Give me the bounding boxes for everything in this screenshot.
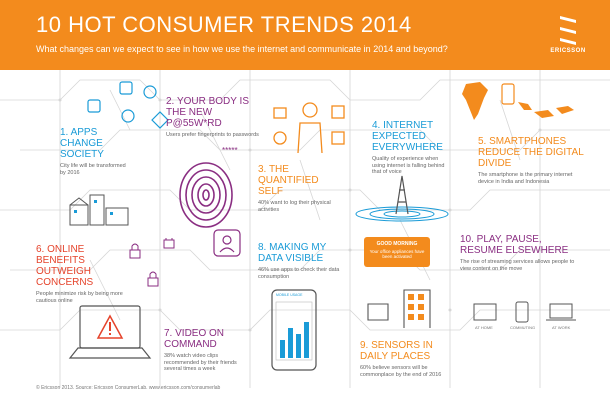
place-at-work: AT WORK xyxy=(552,325,571,330)
trend-internet-everywhere: 4. INTERNET EXPECTED EVERYWHERE Quality … xyxy=(372,120,452,176)
india-indonesia-map-icon xyxy=(462,82,574,120)
trend-desc: Quality of experience when using interne… xyxy=(372,156,445,175)
page-subtitle: What changes can we expect to see in how… xyxy=(36,44,448,54)
sensor-heading: GOOD MORNING xyxy=(376,241,418,247)
streaming-devices-icon xyxy=(473,301,576,323)
trend-desc: The smartphone is the primary internet d… xyxy=(478,172,573,185)
logo-text: ERICSSON xyxy=(550,48,586,54)
trend-desc: Users prefer fingerprints to passwords xyxy=(166,132,259,138)
password-stars: ***** xyxy=(222,146,238,155)
trend-desc: People minimize risk by being more cauti… xyxy=(36,291,123,304)
trend-smartphones-digital-divide: 5. SMARTPHONES REDUCE THE DIGITAL DIVIDE… xyxy=(478,136,588,185)
sensor-message: Your office appliances have been activat… xyxy=(369,249,425,259)
trend-play-pause-resume: 10. PLAY, PAUSE, RESUME ELSEWHERE The ri… xyxy=(460,234,580,272)
trend-quantified-self: 3. THE QUANTIFIED SELF 40% want to log t… xyxy=(258,164,338,213)
trend-desc: 38% watch video clips recommended by the… xyxy=(164,353,237,372)
trend-making-data-visible: 8. MAKING MY DATA VISIBLE 46% use apps t… xyxy=(258,242,348,280)
office-building-icon xyxy=(367,289,431,328)
trend-online-benefits: 6. ONLINE BENEFITS OUTWEIGH CONCERNS Peo… xyxy=(36,244,131,304)
trend-title: 4. INTERNET EXPECTED EVERYWHERE xyxy=(372,120,443,153)
trend-desc: 60% believe sensors will be commonplace … xyxy=(360,365,442,378)
trend-apps-change-society: 1. APPS CHANGE SOCIETY City life will be… xyxy=(60,127,130,176)
trend-desc: City life will be transformed by 2016 xyxy=(60,163,126,176)
quantified-self-person-icon xyxy=(273,102,345,154)
city-buildings-icon xyxy=(69,194,129,226)
app-icons-cluster-icon xyxy=(87,81,169,129)
laptop-warning-icon xyxy=(68,305,152,359)
trend-title: 8. MAKING MY DATA VISIBLE xyxy=(258,242,327,264)
trend-desc: The rise of streaming services allows pe… xyxy=(460,259,575,272)
trend-desc: 40% want to log their physical activitie… xyxy=(258,200,331,213)
trend-title: 10. PLAY, PAUSE, RESUME ELSEWHERE xyxy=(460,234,569,256)
ericsson-logo: ERICSSON xyxy=(548,14,588,64)
phone-usage-chart-icon xyxy=(271,289,317,371)
antenna-tower-icon xyxy=(355,175,449,222)
place-at-home: AT HOME xyxy=(475,325,493,330)
trend-title: 5. SMARTPHONES REDUCE THE DIGITAL DIVIDE xyxy=(478,136,584,169)
trend-title: 1. APPS CHANGE SOCIETY xyxy=(60,127,104,160)
phone-usage-label: MOBILE USAGE xyxy=(276,293,303,297)
circuit-background xyxy=(0,70,610,388)
trend-your-body-password: 2. YOUR BODY IS THE NEW P@55W*RD Users p… xyxy=(166,96,261,139)
lock-icons xyxy=(129,238,175,287)
user-lock-icon xyxy=(213,229,241,257)
page-title: 10 HOT CONSUMER TRENDS 2014 xyxy=(36,12,412,37)
trend-desc: 46% use apps to check their data consump… xyxy=(258,267,340,280)
trend-title: 3. THE QUANTIFIED SELF xyxy=(258,164,319,197)
trend-title: 2. YOUR BODY IS THE NEW P@55W*RD xyxy=(166,96,249,129)
trend-title: 7. VIDEO ON COMMAND xyxy=(164,328,225,350)
place-commuting: COMMUTING xyxy=(510,325,536,330)
ericsson-logo-icon xyxy=(560,16,576,45)
fingerprint-icon xyxy=(179,162,233,228)
sensor-notification: GOOD MORNING Your office appliances have… xyxy=(364,237,430,267)
trend-title: 9. SENSORS IN DAILY PLACES xyxy=(360,340,433,362)
footer-source: © Ericsson 2013. Source: Ericsson Consum… xyxy=(36,385,221,391)
trend-video-on-command: 7. VIDEO ON COMMAND 38% watch video clip… xyxy=(164,328,249,373)
header-banner: 10 HOT CONSUMER TRENDS 2014 What changes… xyxy=(0,0,610,70)
trend-title: 6. ONLINE BENEFITS OUTWEIGH CONCERNS xyxy=(36,244,94,288)
trend-sensors-daily-places: 9. SENSORS IN DAILY PLACES 60% believe s… xyxy=(360,340,460,378)
